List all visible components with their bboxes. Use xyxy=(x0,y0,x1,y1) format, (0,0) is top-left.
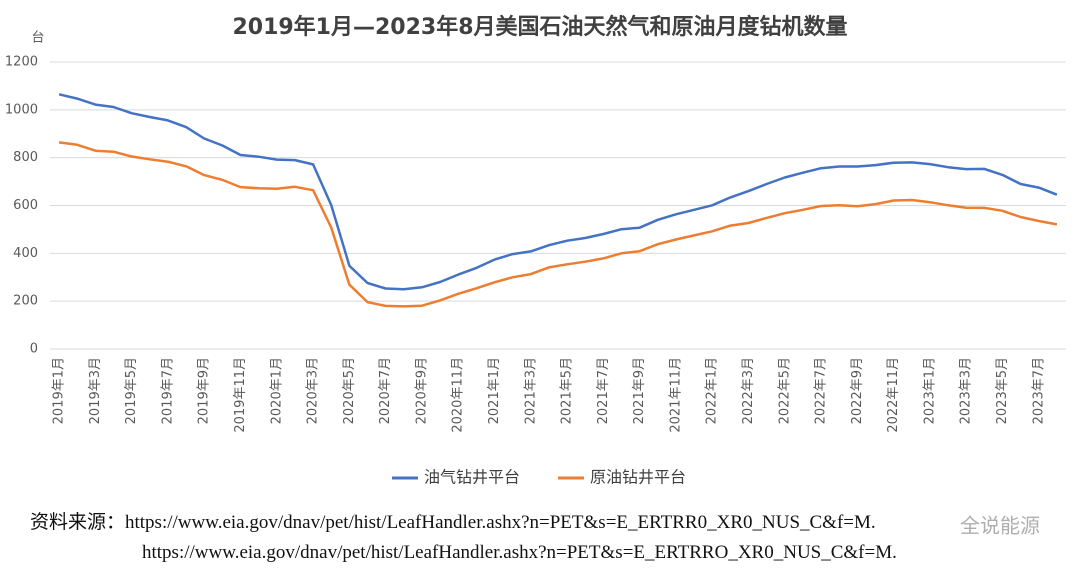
y-tick-label: 1200 xyxy=(5,55,38,70)
x-tick-label: 2019年1月 xyxy=(52,357,67,424)
y-unit: 台 xyxy=(31,31,44,46)
x-tick-label: 2023年5月 xyxy=(995,357,1010,424)
watermark: 全说能源 xyxy=(960,514,1040,538)
x-tick-label: 2019年9月 xyxy=(197,357,212,424)
y-tick-label: 200 xyxy=(13,294,38,309)
series-line xyxy=(58,93,1058,291)
x-tick-label: 2022年3月 xyxy=(741,357,756,424)
x-tick-label: 2021年5月 xyxy=(560,357,575,424)
x-tick-label: 2023年3月 xyxy=(959,357,974,424)
x-tick-label: 2021年1月 xyxy=(487,357,502,424)
y-tick-label: 1000 xyxy=(5,102,38,117)
x-tick-label: 2022年1月 xyxy=(705,357,720,424)
x-tick-label: 2020年3月 xyxy=(306,357,321,424)
x-tick-label: 2023年7月 xyxy=(1031,357,1046,424)
legend-label: 油气钻井平台 xyxy=(424,468,520,487)
x-tick-label: 2020年5月 xyxy=(342,357,357,424)
y-tick-label: 0 xyxy=(30,342,38,357)
x-tick-label: 2023年1月 xyxy=(922,357,937,424)
x-tick-label: 2019年11月 xyxy=(233,357,248,433)
legend-label: 原油钻井平台 xyxy=(590,468,686,487)
chart-title: 2019年1月—2023年8月美国石油天然气和原油月度钻机数量 xyxy=(232,14,847,40)
x-tick-label: 2021年7月 xyxy=(596,357,611,424)
x-tick-label: 2020年7月 xyxy=(378,357,393,424)
source-line: https://www.eia.gov/dnav/pet/hist/LeafHa… xyxy=(142,542,897,563)
y-tick-label: 400 xyxy=(13,246,38,261)
x-tick-label: 2019年5月 xyxy=(124,357,139,424)
x-tick-label: 2022年7月 xyxy=(814,357,829,424)
x-tick-label: 2020年11月 xyxy=(451,357,466,433)
x-tick-label: 2022年11月 xyxy=(886,357,901,433)
x-tick-label: 2020年9月 xyxy=(414,357,429,424)
source-line: 资料来源：https://www.eia.gov/dnav/pet/hist/L… xyxy=(30,511,876,533)
series-line xyxy=(58,141,1058,308)
x-tick-label: 2021年9月 xyxy=(632,357,647,424)
x-tick-label: 2021年11月 xyxy=(668,357,683,433)
x-tick-label: 2021年3月 xyxy=(523,357,538,424)
x-tick-label: 2020年1月 xyxy=(269,357,284,424)
x-tick-label: 2019年7月 xyxy=(160,357,175,424)
y-tick-label: 600 xyxy=(13,198,38,213)
x-tick-label: 2019年3月 xyxy=(88,357,103,424)
x-tick-label: 2022年5月 xyxy=(777,357,792,424)
y-tick-label: 800 xyxy=(13,150,38,165)
x-tick-label: 2022年9月 xyxy=(850,357,865,424)
